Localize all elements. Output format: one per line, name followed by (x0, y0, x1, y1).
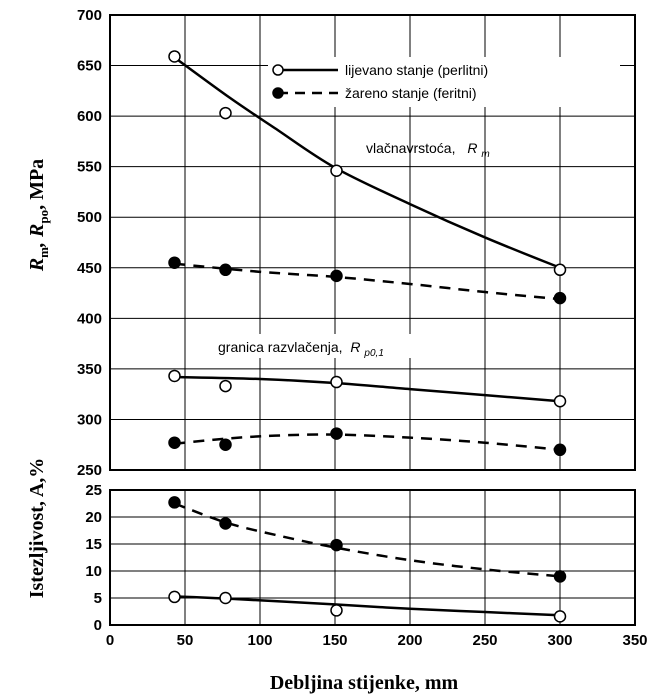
elongation-y-tick-label: 5 (94, 590, 102, 607)
x-tick-label: 300 (547, 632, 572, 649)
strength-series-2-point (330, 375, 343, 389)
elongation-series-1-point (219, 591, 232, 605)
ylabel-r2: , R (26, 224, 48, 248)
annotation-yield-symbol: R (350, 339, 360, 355)
strength-series-2-point (219, 379, 232, 393)
x-tick-label: 350 (622, 632, 647, 649)
elongation-y-tick-label: 20 (85, 509, 102, 526)
legend-marker-cast (272, 64, 284, 76)
elongation-panel-frame (109, 489, 636, 626)
strength-series-3-point (330, 427, 343, 440)
strength-series-0-point (219, 106, 232, 120)
annotation-tensile-strength: vlačnavrstoća, R m (366, 140, 490, 160)
annotation-yield-text: granica razvlačenja, (218, 339, 343, 355)
strength-series-0-point (168, 50, 181, 63)
x-tick-label: 50 (177, 632, 194, 649)
x-axis-title: Debljina stijenke, mm (270, 672, 459, 694)
elongation-series-1-point (330, 604, 343, 617)
strength-y-tick-label: 450 (77, 260, 102, 277)
x-tick-label: 0 (106, 632, 114, 649)
elongation-y-tick-label: 25 (85, 482, 102, 499)
strength-panel-frame (109, 14, 636, 471)
ylabel-sub2: po (36, 210, 51, 224)
legend-label-annealed: žareno stanje (feritni) (345, 85, 477, 101)
ylabel-unit: , MPa (26, 159, 48, 210)
strength-series-1-line (174, 262, 561, 301)
strength-series-1-point (330, 269, 343, 283)
strength-y-tick-label: 300 (77, 411, 102, 428)
strength-series-3-point (168, 436, 181, 449)
annotation-tensile-symbol: R (467, 140, 477, 156)
strength-series-1-point (553, 291, 567, 305)
elongation-series-0-point (330, 538, 343, 552)
x-tick-label: 100 (247, 632, 272, 649)
elongation-y-tick-label: 0 (94, 617, 102, 634)
elongation-y-tick-label: 10 (85, 563, 102, 580)
annotation-tensile-text: vlačnavrstoća, (366, 140, 455, 156)
legend-label-cast: lijevano stanje (perlitni) (345, 62, 488, 78)
annotation-yield-strength: granica razvlačenja, R p0,1 (218, 339, 384, 359)
strength-y-tick-label: 600 (77, 108, 102, 125)
strength-y-tick-label: 550 (77, 159, 102, 176)
strength-y-tick-label: 500 (77, 209, 102, 226)
elongation-series-1-point (553, 610, 567, 623)
annotation-yield-bg (210, 334, 450, 358)
elongation-y-tick-label: 15 (85, 536, 102, 553)
ylabel-sub1: m (36, 247, 51, 258)
strength-y-axis-title: Rm, Rpo, MPa (26, 159, 51, 272)
ylabel-r1: R (26, 258, 48, 272)
elongation-series-0-line (174, 502, 561, 578)
strength-series-1-point (168, 256, 181, 269)
elongation-y-axis-title: Istezljivost, A,% (26, 458, 48, 599)
annotation-tensile-sub: m (481, 149, 489, 160)
strength-series-0-point (330, 164, 343, 177)
elongation-series-0-point (219, 517, 232, 530)
elongation-series-0-point (168, 496, 181, 509)
x-tick-label: 150 (322, 632, 347, 649)
elongation-series-1-line (174, 595, 561, 617)
marker-layer (168, 50, 567, 623)
strength-series-2-point (553, 394, 567, 408)
legend: lijevano stanje (perlitni) žareno stanje… (268, 57, 620, 107)
strength-y-tick-label: 650 (77, 58, 102, 75)
strength-y-tick-label: 400 (77, 310, 102, 327)
strength-y-tick-label: 700 (77, 7, 102, 24)
strength-y-tick-label: 350 (77, 361, 102, 378)
x-tick-label: 200 (397, 632, 422, 649)
legend-box (268, 57, 620, 107)
strength-series-3-line (174, 433, 561, 452)
elongation-series-1-point (168, 590, 181, 604)
strength-series-0-point (553, 263, 567, 277)
strength-series-2-line (174, 375, 561, 403)
elongation-series-0-point (553, 570, 567, 583)
strength-series-3-point (219, 438, 232, 451)
legend-marker-annealed (272, 87, 284, 99)
x-tick-label: 250 (472, 632, 497, 649)
tick-layer: 2503003504004505005506006507000510152025… (77, 7, 648, 649)
annotation-yield-sub: p0,1 (363, 348, 383, 359)
strength-series-2-point (168, 369, 181, 383)
strength-y-tick-label: 250 (77, 462, 102, 479)
strength-series-1-point (219, 263, 232, 277)
strength-series-3-point (553, 443, 567, 457)
